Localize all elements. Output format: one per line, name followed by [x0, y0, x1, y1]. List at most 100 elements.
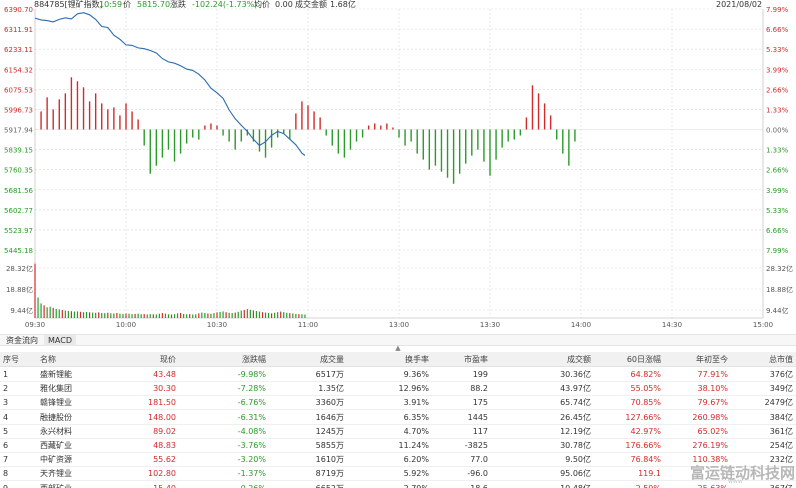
header-pe[interactable]: 市盈率 [464, 355, 488, 364]
cell-name: 西部矿业 [40, 482, 72, 488]
cell-amount: 30.78亿 [560, 441, 591, 450]
collapse-toggle-icon[interactable]: ▲ [395, 344, 401, 352]
cell-market-cap: 254亿 [769, 441, 793, 450]
table-row[interactable]: 9 西部矿业 15.40 -0.26% 6652万 2.79% 18.6 10.48亿 2.59… [0, 482, 796, 488]
cell-ytd: 110.38% [692, 455, 728, 465]
volume-bar [55, 309, 57, 318]
macd-bar [343, 129, 346, 158]
volume-bar [207, 313, 209, 318]
table-row[interactable]: 8 天齐锂业 102.80 -1.37% 8719万 5.92% -96.0 95.06亿 11… [0, 467, 796, 482]
cell-60d: 176.66% [625, 441, 661, 450]
header-change[interactable]: 涨跌幅 [242, 355, 266, 364]
table-row[interactable]: 1 盛新锂能 43.48 -9.98% 6517万 9.36% 199 30.36亿 64.82… [0, 368, 796, 382]
time-tick-label: 14:00 [571, 321, 591, 329]
cell-60d: 64.82% [630, 370, 661, 379]
cell-index: 7 [3, 455, 9, 465]
table-row[interactable]: 2 雅化集团 30.30 -7.28% 1.35亿 12.96% 88.2 43.97亿 55.… [0, 382, 796, 397]
macd-bar [404, 129, 406, 146]
change-label: 涨跌 [170, 0, 186, 9]
price-tick-label: 5681.56 [4, 187, 33, 195]
macd-bar [349, 129, 352, 150]
header-turnover-rate[interactable]: 换手率 [405, 355, 429, 364]
time-tick-label: 09:30 [25, 321, 45, 329]
cell-volume: 1245万 [315, 426, 344, 436]
header-index[interactable]: 序号 [3, 355, 19, 364]
cell-pe: -96.0 [467, 469, 488, 479]
macd-bar [216, 125, 218, 130]
macd-bar [313, 111, 315, 130]
volume-bar [283, 312, 285, 318]
cell-change: -4.08% [237, 426, 266, 436]
watermark-logo: 富运链动科技网 [690, 464, 796, 482]
macd-bar [228, 129, 230, 142]
cell-turnover-rate: 9.36% [403, 370, 429, 379]
macd-bar [70, 77, 73, 130]
volume-bar [164, 313, 167, 318]
macd-bar [495, 129, 497, 160]
macd-bar [94, 93, 97, 130]
intraday-chart[interactable]: 6390.70 7.99% 6311.91 6.66% 6233.11 5.33% 6154… [0, 0, 796, 334]
header-ytd[interactable]: 年初至今 [696, 355, 728, 364]
macd-bar [416, 129, 418, 154]
tab-macd[interactable]: MACD [44, 335, 76, 346]
volume-bar [70, 311, 72, 318]
turnover-label: 成交金额 [295, 0, 327, 9]
cell-index: 2 [3, 384, 9, 394]
volume-bar [122, 313, 124, 318]
header-amount[interactable]: 成交额 [567, 355, 591, 364]
pct-tick-label: 2.66% [766, 86, 789, 94]
macd-bar [185, 129, 188, 144]
header-60d[interactable]: 60日涨幅 [626, 355, 661, 364]
table-row[interactable]: 5 永兴材料 89.02 -4.08% 1245万 4.70% 117 12.19亿 42.97… [0, 425, 796, 439]
macd-bar [458, 129, 461, 174]
volume-tick-label: 9.44亿 [10, 306, 33, 315]
volume-bar [82, 312, 85, 318]
volume-tick-label-right: 18.88亿 [766, 285, 793, 294]
cell-amount: 12.19亿 [560, 426, 591, 436]
macd-bar [519, 129, 522, 136]
macd-bar [88, 101, 91, 130]
cell-pe: 77.0 [470, 455, 488, 465]
macd-bar [507, 129, 509, 142]
pct-tick-label: 0.00% [766, 127, 789, 135]
cell-60d: 76.84% [630, 455, 661, 465]
volume-bar [98, 312, 100, 318]
cell-change: -1.37% [237, 469, 266, 479]
header-name[interactable]: 名称 [40, 355, 56, 364]
macd-bar [46, 97, 48, 130]
macd-bar [477, 129, 479, 150]
cell-ytd: 25.63% [697, 482, 728, 488]
table-row[interactable]: 4 融捷股份 148.00 -6.31% 1646万 6.35% 1445 26.45亿 127… [0, 411, 796, 425]
cell-amount: 10.48亿 [560, 482, 591, 488]
header-price[interactable]: 现价 [160, 355, 176, 364]
header-market-cap[interactable]: 总市值 [769, 355, 793, 364]
macd-bar [192, 129, 194, 138]
header-volume[interactable]: 成交量 [320, 355, 344, 364]
macd-bar [270, 129, 273, 148]
macd-bar [258, 129, 261, 152]
volume-bar [161, 313, 163, 318]
time-tick-label: 13:30 [480, 321, 500, 329]
table-row[interactable]: 7 中矿资源 55.62 -3.20% 1610万 6.20% 77.0 9.50亿 76.84… [0, 453, 796, 468]
cell-amount: 9.50亿 [565, 455, 591, 465]
macd-bar [301, 101, 303, 130]
volume-bar [274, 312, 276, 318]
cell-change: -7.28% [237, 384, 266, 394]
cell-pe: 199 [472, 370, 488, 379]
table-row[interactable]: 3 赣锋锂业 181.50 -6.76% 3360万 3.91% 175 65.74亿 70.8… [0, 396, 796, 411]
tab-fund-flow[interactable]: 资金流向 [6, 336, 38, 345]
index-code-name: 884785[锂矿指数] [34, 0, 103, 9]
pct-tick-label: 3.99% [766, 66, 789, 74]
volume-bar [128, 313, 130, 318]
cell-turnover-rate: 4.70% [403, 426, 429, 436]
macd-bar [198, 129, 200, 140]
pct-tick-label: 1.33% [766, 106, 789, 114]
cell-market-cap: 384亿 [769, 412, 793, 422]
cell-price: 15.40 [153, 482, 176, 488]
cell-index: 6 [3, 441, 9, 450]
volume-bar [183, 313, 185, 318]
volume-bar [143, 314, 145, 318]
cell-ytd: 65.02% [697, 426, 728, 436]
cell-ytd: 79.67% [697, 398, 728, 408]
table-row[interactable]: 6 西藏矿业 48.83 -3.76% 5855万 11.24% -3825 30.78亿 17… [0, 439, 796, 453]
